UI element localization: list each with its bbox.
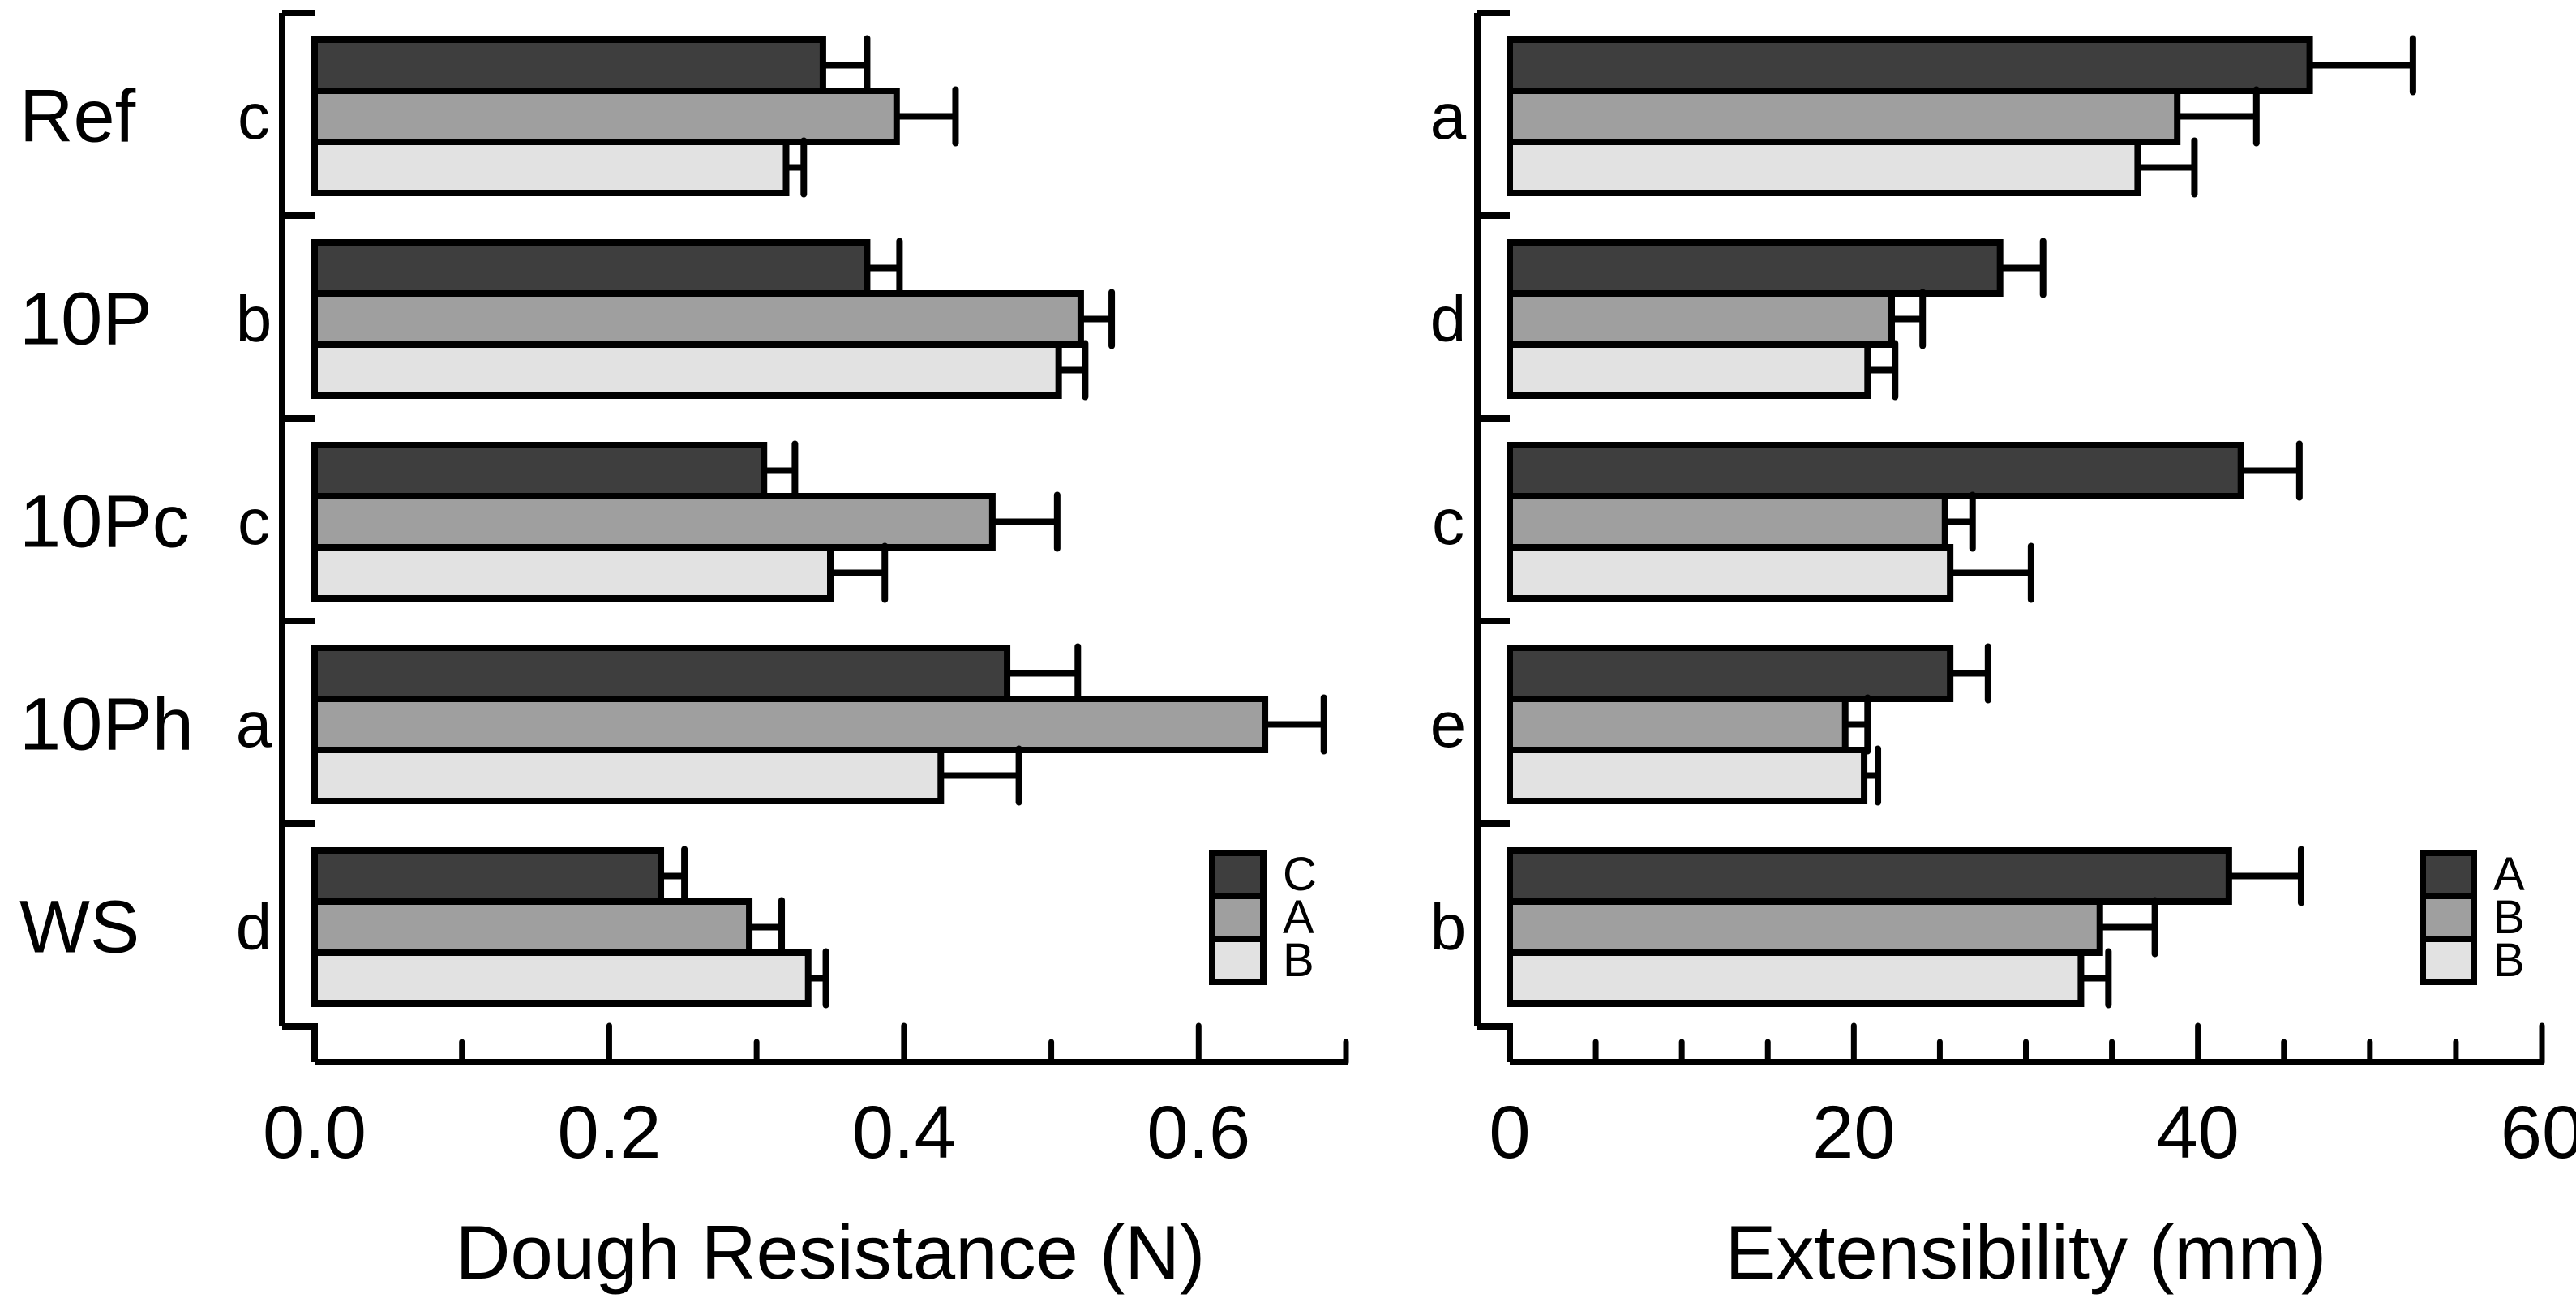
x-tick-label: 0.2: [557, 1091, 661, 1174]
bar-10Pc-A: [311, 493, 996, 551]
legend-swatch-B: [2420, 936, 2477, 985]
bar-10P-A: [1507, 239, 2004, 297]
significance-letter: c: [238, 486, 270, 558]
bar-10Pc-A: [1507, 442, 2244, 499]
bar-10Pc-C: [311, 442, 768, 499]
legend-swatch-A: [2420, 850, 2477, 899]
bar-10P-B: [1507, 290, 1896, 348]
x-tick-label: 0.4: [852, 1091, 956, 1174]
bar-WS-B: [311, 949, 812, 1007]
x-axis-title: Extensibility (mm): [1725, 1210, 2327, 1295]
bar-WS-B: [1507, 898, 2103, 956]
legend-swatch-A: [1209, 893, 1267, 942]
legend-swatch-B: [1209, 936, 1267, 985]
bar-10Pc-B: [1507, 544, 1954, 602]
bar-10P-C: [311, 239, 871, 297]
bar-10Ph-B: [1507, 747, 1868, 804]
x-tick-label: 40: [2156, 1091, 2239, 1174]
bar-10Ph-A: [1507, 645, 1954, 702]
significance-letter: c: [1432, 486, 1464, 558]
bar-10P-B: [311, 341, 1062, 399]
x-tick-label: 60: [2501, 1091, 2576, 1174]
bar-Ref-C: [311, 36, 826, 94]
category-label: 10Ph: [19, 683, 194, 766]
significance-letter: a: [236, 688, 272, 760]
significance-letter: c: [238, 80, 270, 152]
bar-WS-A: [1507, 847, 2232, 905]
x-tick-label: 0.0: [263, 1091, 366, 1174]
significance-letter: d: [236, 891, 272, 963]
bar-10Ph-B: [1507, 696, 1849, 753]
category-label: 10Pc: [19, 481, 190, 563]
significance-letter: d: [1430, 283, 1467, 355]
bar-10Ph-C: [311, 645, 1011, 702]
legend-label: B: [2493, 934, 2525, 987]
x-axis-title: Dough Resistance (N): [456, 1210, 1206, 1295]
bar-WS-B: [1507, 949, 2085, 1007]
significance-letter: e: [1430, 688, 1467, 760]
legend-swatch-B: [2420, 893, 2477, 942]
bar-Ref-A: [1507, 36, 2313, 94]
bar-10Ph-A: [311, 696, 1269, 753]
bar-10Pc-B: [311, 544, 834, 602]
bar-Ref-B: [311, 139, 790, 196]
axis-corner-jog: [1477, 1023, 1513, 1062]
bar-Ref-B: [1507, 139, 2141, 196]
significance-letter: b: [1430, 891, 1467, 963]
axis-corner-jog: [282, 1023, 318, 1062]
bar-Ref-B: [1507, 88, 2181, 145]
legend-label: C: [1283, 848, 1317, 901]
category-label: WS: [19, 886, 139, 969]
significance-letter: b: [236, 283, 272, 355]
bar-10Ph-B: [311, 747, 945, 804]
bar-WS-A: [311, 898, 753, 956]
bar-10Pc-B: [1507, 493, 1948, 551]
bar-10P-B: [1507, 341, 1871, 399]
legend-label: B: [1283, 934, 1314, 987]
legend-label: A: [1283, 891, 1314, 944]
x-tick-label: 20: [1812, 1091, 1895, 1174]
significance-letter: a: [1430, 80, 1467, 152]
bar-WS-C: [311, 847, 665, 905]
bar-Ref-A: [311, 88, 900, 145]
legend-swatch-C: [1209, 850, 1267, 899]
category-label: 10P: [19, 278, 152, 361]
legend-label: B: [2493, 891, 2525, 944]
x-tick-label: 0: [1489, 1091, 1530, 1174]
legend-label: A: [2493, 848, 2525, 901]
x-tick-label: 0.6: [1147, 1091, 1250, 1174]
bar-10P-A: [311, 290, 1084, 348]
category-label: Ref: [19, 75, 136, 158]
